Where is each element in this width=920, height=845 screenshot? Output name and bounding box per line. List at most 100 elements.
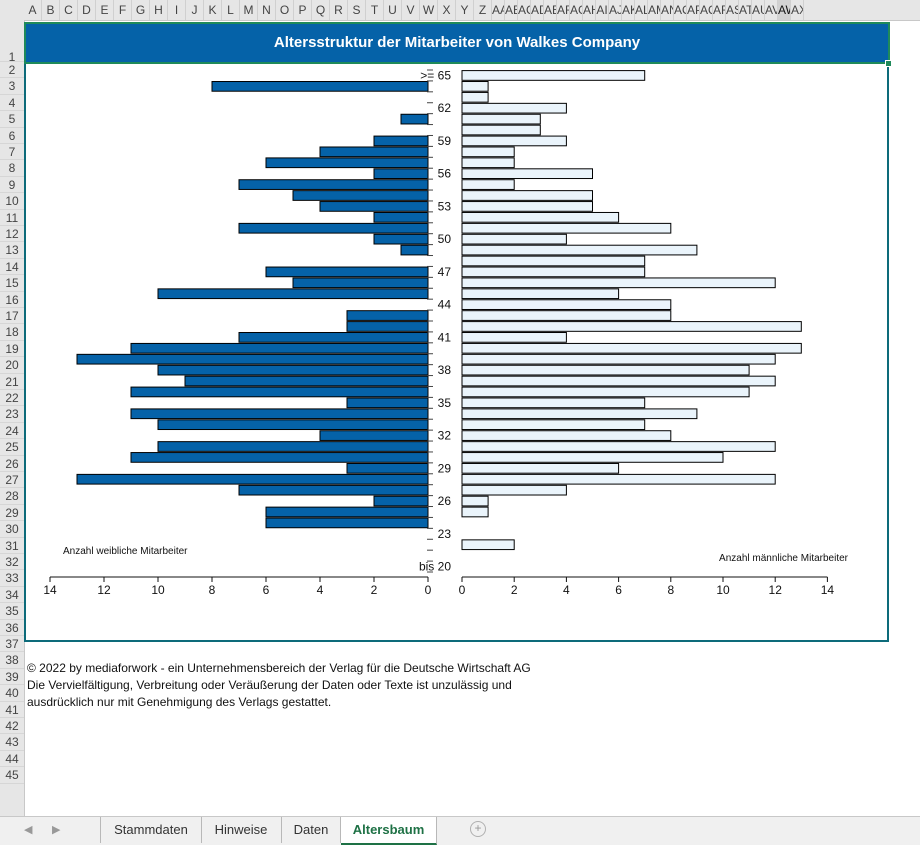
row-header[interactable]: 37 (0, 636, 24, 653)
column-header[interactable]: O (276, 0, 294, 20)
row-header[interactable]: 11 (0, 210, 24, 226)
column-header[interactable]: AV (765, 0, 778, 20)
column-header[interactable]: V (402, 0, 420, 20)
column-header[interactable]: D (78, 0, 96, 20)
row-header[interactable]: 7 (0, 144, 24, 161)
column-header[interactable]: E (96, 0, 114, 20)
column-header[interactable]: B (42, 0, 60, 20)
scroll-right-icon[interactable]: ▶ (52, 824, 61, 836)
column-header[interactable]: S (348, 0, 366, 20)
column-header[interactable]: AI (596, 0, 609, 20)
row-header[interactable]: 19 (0, 341, 24, 358)
row-header[interactable]: 10 (0, 193, 24, 210)
column-header[interactable]: AL (635, 0, 648, 20)
column-header[interactable]: Y (456, 0, 474, 20)
column-header[interactable]: AF (557, 0, 570, 20)
column-header[interactable]: AU (752, 0, 765, 20)
row-header[interactable]: 20 (0, 357, 24, 374)
column-header[interactable]: Q (312, 0, 330, 20)
column-header[interactable]: AS (726, 0, 739, 20)
column-header[interactable]: I (168, 0, 186, 20)
column-header[interactable]: H (150, 0, 168, 20)
row-header[interactable]: 29 (0, 505, 24, 522)
row-header[interactable]: 4 (0, 95, 24, 112)
row-header[interactable]: 34 (0, 587, 24, 604)
row-header[interactable]: 5 (0, 111, 24, 128)
row-header[interactable]: 17 (0, 308, 24, 325)
column-header[interactable]: M (240, 0, 258, 20)
column-header[interactable]: AA (492, 0, 505, 20)
row-header[interactable]: 3 (0, 78, 24, 95)
column-header[interactable]: AH (583, 0, 596, 20)
row-header[interactable]: 35 (0, 603, 24, 620)
column-header[interactable]: AD (531, 0, 544, 20)
column-header[interactable]: AT (739, 0, 752, 20)
column-header[interactable]: A (24, 0, 42, 20)
row-header[interactable]: 12 (0, 226, 24, 243)
row-header[interactable]: 43 (0, 734, 24, 751)
row-header[interactable]: 44 (0, 751, 24, 768)
column-header[interactable]: Z (474, 0, 492, 20)
row-header[interactable]: 25 (0, 439, 24, 456)
column-header[interactable]: AE (544, 0, 557, 20)
column-header[interactable]: W (420, 0, 438, 20)
column-header[interactable]: X (438, 0, 456, 20)
row-header[interactable]: 15 (0, 275, 24, 292)
tab-daten[interactable]: Daten (282, 817, 341, 843)
row-header[interactable]: 8 (0, 160, 24, 177)
selection-handle[interactable] (885, 60, 892, 67)
row-header[interactable]: 2 (0, 62, 24, 79)
scroll-left-icon[interactable]: ◀ (24, 824, 33, 836)
row-header[interactable]: 42 (0, 718, 24, 735)
tab-hinweise[interactable]: Hinweise (201, 817, 282, 843)
row-header[interactable]: 24 (0, 423, 24, 440)
row-header[interactable]: 31 (0, 538, 24, 554)
row-header[interactable]: 33 (0, 570, 24, 587)
column-header[interactable]: L (222, 0, 240, 20)
tab-altersbaum[interactable]: Altersbaum (341, 817, 437, 845)
row-header[interactable]: 14 (0, 259, 24, 276)
column-header[interactable]: T (366, 0, 384, 20)
tab-stammdaten[interactable]: Stammdaten (100, 817, 202, 843)
column-header[interactable]: AR (713, 0, 726, 20)
column-header[interactable]: AP (687, 0, 700, 20)
column-header[interactable]: J (186, 0, 204, 20)
row-header[interactable]: 41 (0, 702, 24, 718)
row-header[interactable]: 30 (0, 521, 24, 538)
row-header[interactable]: 18 (0, 324, 24, 341)
row-header[interactable]: 23 (0, 406, 24, 423)
row-header[interactable]: 27 (0, 472, 24, 489)
row-header[interactable]: 22 (0, 390, 24, 407)
column-header[interactable]: AC (518, 0, 531, 20)
column-header[interactable]: AK (622, 0, 635, 20)
column-header[interactable]: AM (648, 0, 661, 20)
row-header[interactable]: 36 (0, 620, 24, 636)
column-header[interactable]: AN (661, 0, 674, 20)
row-header[interactable]: 21 (0, 374, 24, 390)
chart-frame[interactable] (24, 64, 889, 642)
column-header[interactable]: U (384, 0, 402, 20)
row-header[interactable]: 45 (0, 767, 24, 784)
add-sheet-icon[interactable]: + (470, 821, 486, 837)
row-header[interactable]: 32 (0, 554, 24, 571)
column-header[interactable]: AX (791, 0, 804, 20)
row-header[interactable]: 26 (0, 456, 24, 472)
column-header[interactable]: AO (674, 0, 687, 20)
column-header[interactable]: K (204, 0, 222, 20)
column-header[interactable]: N (258, 0, 276, 20)
column-header[interactable]: AB (505, 0, 518, 20)
row-header[interactable]: 9 (0, 177, 24, 194)
chart-title-cell[interactable]: Altersstruktur der Mitarbeiter von Walke… (24, 22, 890, 64)
column-header[interactable]: AQ (700, 0, 713, 20)
column-header[interactable]: AJ (609, 0, 622, 20)
column-header[interactable]: AG (570, 0, 583, 20)
row-header[interactable]: 6 (0, 128, 24, 144)
column-header[interactable]: G (132, 0, 150, 20)
row-header[interactable]: 28 (0, 488, 24, 505)
row-header[interactable]: 13 (0, 242, 24, 259)
column-header[interactable]: C (60, 0, 78, 20)
column-header[interactable]: AW (778, 0, 791, 20)
row-header[interactable]: 1 (0, 20, 24, 64)
column-header[interactable]: R (330, 0, 348, 20)
